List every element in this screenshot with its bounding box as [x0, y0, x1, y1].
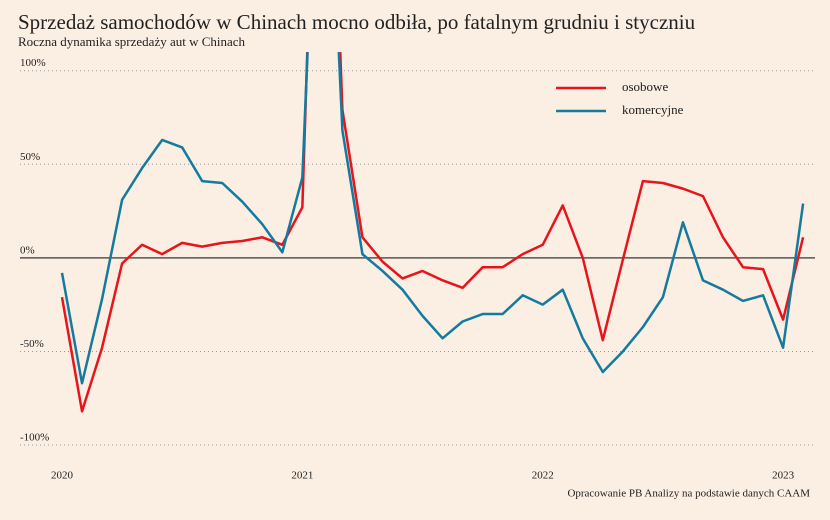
source-note: Opracowanie PB Analizy na podstawie dany… — [567, 488, 810, 500]
y-tick-label: -50% — [20, 338, 44, 350]
x-tick-label: 2023 — [772, 470, 795, 482]
x-tick-label: 2020 — [51, 470, 74, 482]
y-tick-label: 50% — [20, 151, 40, 163]
series-line — [60, 52, 805, 413]
y-tick-label: 100% — [20, 57, 46, 69]
series-line — [60, 52, 805, 385]
x-tick-label: 2022 — [532, 470, 554, 482]
x-tick-label: 2021 — [291, 470, 313, 482]
y-tick-label: 0% — [20, 244, 35, 256]
chart-subtitle: Roczna dynamika sprzedaży aut w Chinach — [18, 34, 246, 49]
y-tick-label: -100% — [20, 432, 49, 444]
plot-area — [60, 52, 805, 413]
chart-title: Sprzedaż samochodów w Chinach mocno odbi… — [18, 10, 696, 34]
legend-label: komercyjne — [622, 102, 684, 117]
legend-label: osobowe — [622, 79, 668, 94]
